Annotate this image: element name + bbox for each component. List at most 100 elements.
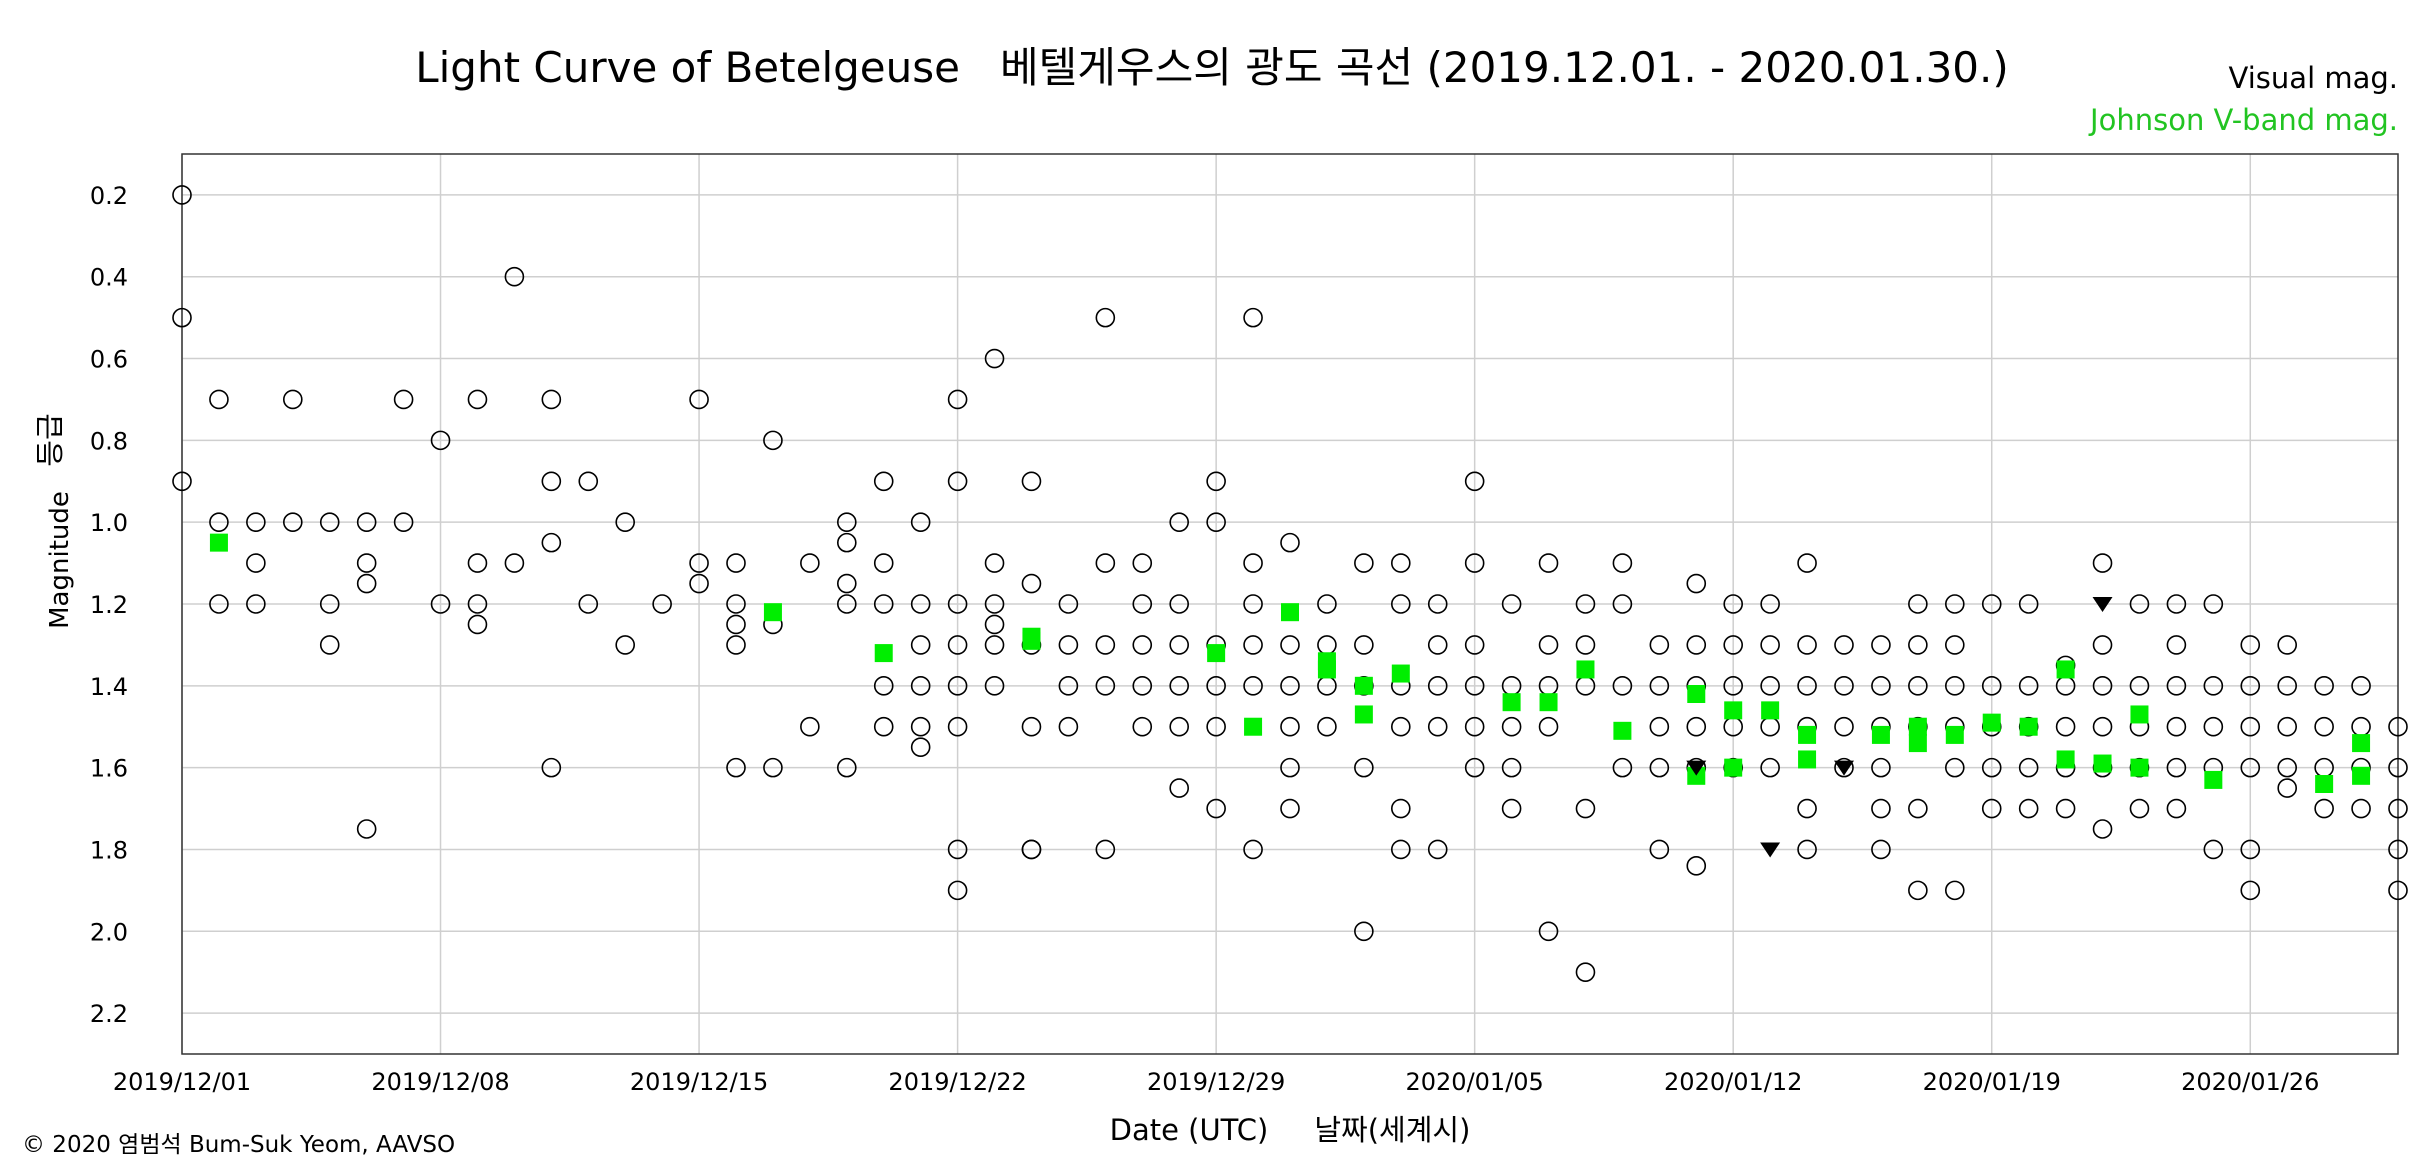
- visual-mag-point: [541, 757, 562, 778]
- visual-mag-point: [947, 389, 968, 410]
- visual-mag-point: [2277, 716, 2297, 737]
- vband-mag-point: [1982, 713, 2001, 732]
- visual-mag-point: [2166, 594, 2187, 614]
- vband-mag-point: [1207, 644, 1226, 663]
- visual-mag-point: [2388, 839, 2408, 860]
- visual-mag-point: [1760, 594, 1780, 614]
- visual-mag-point: [1427, 676, 1448, 696]
- visual-mag-point: [1058, 594, 1079, 614]
- x-tick-label: 2020/01/26: [2181, 1068, 2319, 1096]
- visual-mag-point: [1058, 635, 1079, 655]
- visual-mag-point: [246, 594, 266, 614]
- visual-mag-point: [910, 737, 931, 757]
- visual-mag-point: [2388, 716, 2408, 737]
- visual-mag-point: [578, 594, 599, 614]
- x-tick-label: 2019/12/08: [371, 1068, 509, 1096]
- visual-mag-point: [984, 635, 1005, 655]
- visual-mag-point: [1095, 553, 1116, 573]
- visual-mag-point: [1169, 716, 1189, 737]
- visual-mag-point: [393, 512, 414, 532]
- plot-frame: [181, 153, 2399, 1055]
- vband-mag-point: [1576, 660, 1595, 679]
- vband-mag-point: [2019, 717, 2038, 736]
- visual-mag-point: [1354, 635, 1374, 655]
- visual-mag-point: [1538, 921, 1559, 942]
- visual-mag-point: [541, 471, 562, 492]
- visual-mag-point: [1760, 635, 1780, 655]
- visual-mag-point: [1871, 676, 1891, 696]
- visual-mag-point: [2277, 676, 2297, 696]
- visual-mag-point: [2277, 635, 2297, 655]
- y-tick-label: 0.2: [90, 182, 128, 210]
- visual-mag-series: [172, 185, 2408, 982]
- visual-mag-point: [2240, 635, 2261, 655]
- visual-mag-point: [1206, 471, 1226, 492]
- x-tick-label: 2019/12/22: [888, 1068, 1026, 1096]
- visual-mag-point: [1095, 839, 1116, 860]
- visual-mag-point: [947, 471, 968, 492]
- visual-mag-point: [2166, 798, 2187, 819]
- visual-mag-point: [467, 553, 488, 573]
- visual-mag-point: [393, 389, 414, 410]
- visual-mag-point: [2166, 757, 2187, 778]
- triangle-point: [1760, 842, 1781, 858]
- y-tick-label: 0.4: [90, 264, 128, 292]
- visual-mag-point: [1280, 532, 1300, 553]
- visual-mag-point: [689, 553, 709, 573]
- vband-mag-point: [2204, 770, 2223, 789]
- visual-mag-point: [947, 839, 968, 860]
- visual-mag-point: [1095, 635, 1116, 655]
- visual-mag-point: [763, 757, 783, 778]
- visual-mag-point: [2277, 778, 2297, 798]
- visual-mag-point: [873, 471, 894, 492]
- visual-mag-point: [1945, 635, 1965, 655]
- x-tick-label: 2020/01/05: [1406, 1068, 1544, 1096]
- visual-mag-point: [1169, 594, 1189, 614]
- visual-mag-point: [984, 594, 1005, 614]
- visual-mag-point: [2388, 798, 2408, 819]
- visual-mag-point: [1132, 553, 1153, 573]
- y-tick-label: 0.6: [90, 346, 128, 374]
- vband-mag-point: [1613, 721, 1632, 740]
- vband-mag-point: [1687, 766, 1706, 785]
- visual-mag-point: [2203, 676, 2224, 696]
- visual-mag-point: [984, 676, 1005, 696]
- vband-mag-point: [1022, 627, 1041, 646]
- vband-mag-point: [2352, 734, 2371, 753]
- visual-mag-point: [1317, 716, 1337, 737]
- visual-mag-point: [800, 553, 820, 573]
- visual-mag-point: [246, 512, 266, 532]
- visual-mag-point: [1501, 594, 1522, 614]
- visual-mag-point: [947, 880, 968, 901]
- visual-mag-point: [689, 389, 709, 410]
- visual-mag-point: [1280, 716, 1300, 737]
- visual-mag-point: [2314, 676, 2334, 696]
- visual-mag-point: [1427, 716, 1448, 737]
- visual-mag-point: [1649, 635, 1670, 655]
- visual-mag-point: [763, 430, 783, 451]
- visual-mag-point: [504, 553, 525, 573]
- chart-title: Light Curve of Betelgeuse 베텔게우스의 광도 곡선 (…: [415, 43, 2009, 92]
- visual-mag-point: [1206, 512, 1226, 532]
- vband-mag-point: [1317, 660, 1336, 679]
- visual-mag-point: [1612, 594, 1633, 614]
- visual-mag-point: [615, 512, 636, 532]
- visual-mag-point: [1501, 716, 1522, 737]
- visual-mag-point: [1464, 716, 1485, 737]
- vband-mag-point: [2093, 754, 2112, 773]
- visual-mag-point: [1169, 512, 1189, 532]
- visual-mag-point: [1649, 757, 1670, 778]
- visual-mag-point: [2129, 798, 2150, 819]
- visual-mag-point: [1206, 716, 1226, 737]
- visual-mag-point: [2314, 798, 2334, 819]
- visual-mag-point: [2092, 553, 2113, 573]
- visual-mag-point: [1908, 880, 1928, 901]
- vband-mag-point: [1281, 603, 1299, 622]
- visual-mag-point: [1058, 716, 1079, 737]
- visual-mag-point: [1797, 635, 1817, 655]
- visual-mag-point: [800, 716, 820, 737]
- visual-mag-point: [467, 594, 488, 614]
- visual-mag-point: [1095, 676, 1116, 696]
- visual-mag-point: [172, 185, 192, 205]
